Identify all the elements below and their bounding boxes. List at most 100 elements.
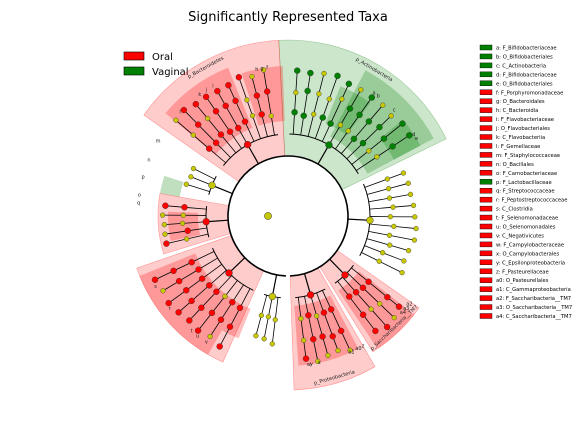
- branch: [271, 319, 276, 344]
- branch: [369, 223, 394, 227]
- tree-node: [253, 333, 259, 339]
- clade-letter-label: w: [307, 362, 311, 368]
- branch: [307, 114, 315, 137]
- taxa-key-swatch: [479, 268, 493, 274]
- taxa-key-label: m: F_Staphylococcaceae: [496, 153, 560, 159]
- tree-node: [307, 69, 314, 77]
- taxa-key-swatch: [479, 89, 493, 95]
- taxa-key-swatch: [479, 259, 493, 265]
- tree-node: [190, 165, 197, 172]
- tree-node: [235, 74, 243, 81]
- tree-node: [258, 312, 264, 319]
- taxa-key-swatch: [479, 62, 493, 69]
- tree-nodes: [151, 67, 419, 364]
- tree-node: [306, 291, 315, 299]
- branch: [224, 280, 238, 297]
- legend-swatch-oral: [123, 51, 145, 61]
- tree-node: [163, 240, 170, 247]
- taxa-key-label: t: F_Selenomonadaceae: [496, 216, 558, 222]
- branch: [318, 73, 325, 94]
- tree-node: [407, 191, 414, 197]
- taxa-key-swatch: [479, 134, 493, 140]
- clade-letter-label: r: [169, 306, 172, 312]
- branch: [271, 274, 278, 297]
- branch: [370, 308, 388, 328]
- tree-node: [298, 316, 304, 322]
- tree-node: [321, 70, 327, 77]
- tree-node: [387, 242, 393, 248]
- tree-node: [175, 277, 183, 285]
- tree-node: [207, 333, 213, 340]
- taxa-key-swatch: [479, 214, 493, 221]
- branch: [351, 150, 369, 165]
- branch: [216, 275, 232, 293]
- clade-letter-label: b: [377, 94, 380, 100]
- tree-node: [304, 87, 311, 95]
- tree-node: [388, 113, 394, 119]
- branch: [389, 194, 411, 199]
- taxa-key-swatch: [479, 232, 493, 239]
- tree-node: [181, 204, 188, 211]
- tree-node: [326, 96, 332, 102]
- tree-node: [310, 335, 317, 343]
- branch: [323, 312, 334, 337]
- branch: [246, 99, 253, 116]
- tree-node: [390, 204, 396, 210]
- branch: [329, 258, 346, 276]
- clade-letter-label: k: [198, 92, 201, 98]
- tree-node: [350, 135, 358, 143]
- branch: [294, 92, 297, 113]
- tree-node: [194, 327, 202, 334]
- tree-node: [291, 109, 298, 116]
- taxa-key-label: j: O_Flavobacteriales: [495, 126, 550, 132]
- tree-node: [305, 312, 312, 319]
- clade-letter-label: p: [142, 175, 145, 181]
- tree-node: [263, 88, 271, 95]
- branch: [346, 142, 364, 160]
- branch: [389, 244, 409, 251]
- clade-letter-label: v: [205, 339, 208, 345]
- taxa-key-label: q: F_Streptococcaceae: [496, 189, 555, 195]
- branch: [225, 105, 239, 129]
- branch: [303, 273, 312, 295]
- taxa-key-swatch: [479, 295, 493, 301]
- branch: [178, 269, 199, 282]
- branch: [364, 245, 383, 254]
- tree-node: [261, 336, 267, 342]
- branch: [198, 257, 218, 270]
- tree-node: [217, 316, 225, 323]
- tree-node: [337, 327, 345, 335]
- branch: [322, 336, 329, 356]
- branch: [312, 339, 319, 362]
- clade-letter-label: l: [179, 109, 180, 115]
- branch: [362, 314, 376, 332]
- tree-node: [294, 67, 301, 74]
- taxa-key-label: r: F_Peptostreptococcaceae: [496, 198, 567, 204]
- tree-node: [302, 355, 310, 362]
- branch: [337, 281, 350, 297]
- branch: [274, 297, 279, 320]
- taxa-key-swatch: [479, 125, 493, 131]
- branch: [316, 315, 323, 337]
- branch: [300, 318, 305, 341]
- branch: [229, 307, 241, 327]
- branch: [186, 183, 210, 192]
- tree-node: [327, 306, 335, 313]
- tree-node: [194, 121, 202, 128]
- branch: [193, 134, 210, 149]
- taxa-key-swatch: [479, 187, 493, 194]
- branch: [207, 118, 222, 135]
- taxa-key-label: b: O_Bifidobacteriales: [496, 54, 553, 60]
- tree-node: [249, 113, 256, 119]
- tree-node: [258, 111, 265, 118]
- taxa-key-label: u: O_Selenomonadales: [496, 225, 556, 231]
- taxa-key-swatch: [479, 250, 493, 257]
- clade-shade: [159, 175, 184, 197]
- branch: [208, 269, 227, 286]
- branch: [297, 297, 302, 319]
- branch: [270, 115, 275, 136]
- taxa-key-label: a1: C_Gammaproteobacteria: [496, 287, 571, 293]
- branch: [184, 206, 207, 210]
- tree-node: [347, 347, 353, 353]
- tree-node: [365, 118, 373, 125]
